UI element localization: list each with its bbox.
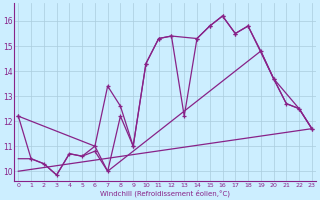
- X-axis label: Windchill (Refroidissement éolien,°C): Windchill (Refroidissement éolien,°C): [100, 189, 230, 197]
